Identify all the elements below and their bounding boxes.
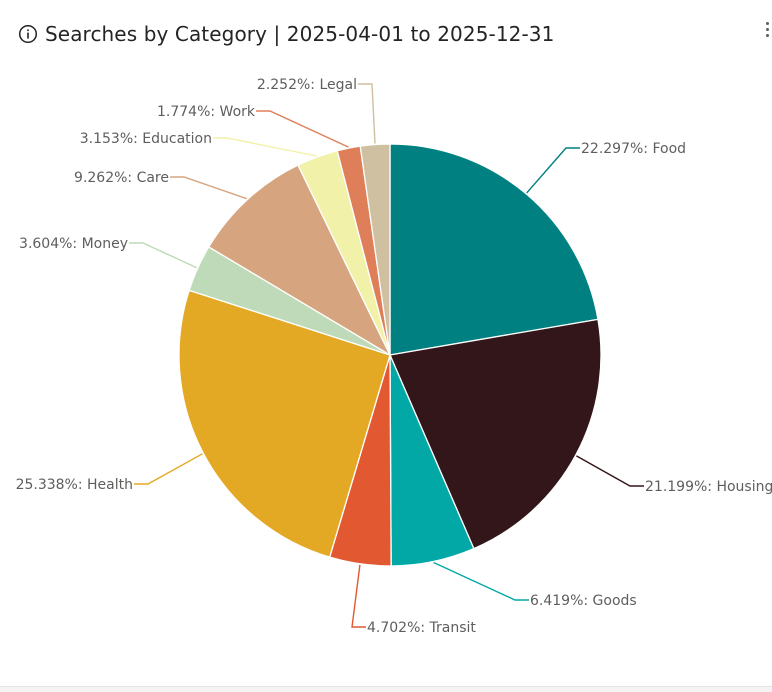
- data-label-money: 3.604%: Money: [19, 236, 128, 252]
- leader-line-transit: [351, 564, 366, 628]
- data-label-health: 25.338%: Health: [16, 477, 133, 493]
- data-label-work: 1.774%: Work: [157, 104, 256, 120]
- pie-slice-legal[interactable]: [359, 143, 391, 356]
- leader-line-care: [170, 176, 247, 200]
- data-label-food: 22.297%: Food: [581, 141, 686, 157]
- more-options-icon[interactable]: [766, 22, 772, 40]
- data-label-education: 3.153%: Education: [80, 131, 212, 147]
- data-label-legal: 2.252%: Legal: [257, 77, 357, 93]
- info-circle-icon[interactable]: [18, 24, 38, 44]
- leader-line-education: [213, 137, 318, 157]
- visual-header: Searches by Category | 2025-04-01 to 202…: [18, 20, 554, 48]
- pie-slice-food[interactable]: [389, 143, 599, 356]
- data-label-housing: 21.199%: Housing: [645, 479, 772, 495]
- data-label-care: 9.262%: Care: [74, 170, 169, 186]
- pie-slice-housing[interactable]: [389, 318, 602, 550]
- leader-line-food: [526, 147, 580, 194]
- pie-slices: [178, 143, 602, 567]
- pie-data-labels: 22.297%: Food 21.199%: Housing 6.419%: Goo…: [16, 77, 772, 636]
- data-label-goods: 6.419%: Goods: [530, 593, 637, 609]
- leader-line-money: [129, 242, 198, 269]
- leader-line-work: [256, 110, 349, 148]
- pie-slice-health[interactable]: [178, 289, 391, 558]
- data-label-transit: 4.702%: Transit: [367, 620, 476, 636]
- leader-line-goods: [433, 561, 529, 601]
- leader-line-housing: [576, 455, 644, 487]
- leader-line-health: [134, 453, 203, 485]
- leader-line-legal: [358, 83, 376, 144]
- pie-slice-care[interactable]: [207, 164, 392, 357]
- chart-title: Searches by Category | 2025-04-01 to 202…: [45, 22, 555, 46]
- pie-leader-lines: [129, 83, 644, 628]
